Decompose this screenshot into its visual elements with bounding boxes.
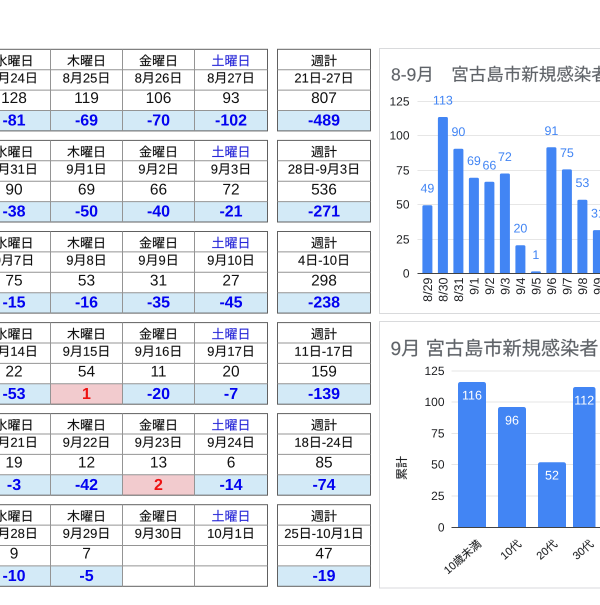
svg-text:-53: -53 — [2, 386, 25, 403]
svg-text:-40: -40 — [147, 204, 170, 221]
svg-text:8/29: 8/29 — [421, 277, 435, 301]
svg-text:9/1: 9/1 — [467, 277, 481, 294]
svg-text:100: 100 — [424, 395, 444, 409]
svg-text:47: 47 — [315, 546, 332, 563]
svg-text:-238: -238 — [308, 295, 340, 312]
svg-text:125: 125 — [389, 95, 409, 109]
svg-text:31: 31 — [150, 272, 167, 289]
svg-text:9/8: 9/8 — [576, 277, 590, 294]
svg-text:-10: -10 — [2, 568, 25, 585]
svg-text:9/4: 9/4 — [514, 277, 528, 294]
svg-text:-5: -5 — [79, 568, 93, 585]
svg-text:50: 50 — [431, 458, 445, 472]
svg-text:-15: -15 — [2, 295, 25, 312]
svg-text:-38: -38 — [2, 204, 25, 221]
svg-text:9/3: 9/3 — [498, 277, 512, 294]
svg-text:96: 96 — [505, 413, 519, 427]
svg-text:-271: -271 — [308, 204, 340, 221]
svg-text:7: 7 — [82, 546, 91, 563]
svg-text:91: 91 — [544, 124, 558, 138]
svg-text:9: 9 — [10, 546, 19, 563]
svg-text:75: 75 — [396, 164, 410, 178]
svg-text:-102: -102 — [215, 113, 247, 130]
svg-text:-7: -7 — [224, 386, 238, 403]
svg-text:50: 50 — [396, 198, 410, 212]
svg-text:19: 19 — [5, 455, 22, 472]
svg-text:53: 53 — [575, 176, 589, 190]
svg-text:20: 20 — [222, 364, 240, 381]
svg-text:22: 22 — [5, 364, 22, 381]
svg-text:9/7: 9/7 — [560, 277, 574, 294]
svg-text:-42: -42 — [75, 477, 98, 494]
svg-text:9/5: 9/5 — [529, 277, 543, 294]
svg-text:-74: -74 — [312, 477, 335, 494]
svg-text:113: 113 — [433, 94, 453, 108]
svg-text:-139: -139 — [308, 386, 340, 403]
svg-text:52: 52 — [545, 469, 559, 483]
svg-text:0: 0 — [438, 521, 445, 535]
svg-text:75: 75 — [5, 272, 22, 289]
svg-text:-489: -489 — [308, 113, 340, 130]
svg-text:0: 0 — [403, 267, 410, 281]
svg-text:536: 536 — [311, 181, 337, 198]
svg-text:85: 85 — [315, 455, 332, 472]
svg-text:90: 90 — [5, 181, 23, 198]
svg-text:9/2: 9/2 — [483, 277, 497, 294]
svg-text:25: 25 — [431, 489, 445, 503]
svg-text:-81: -81 — [2, 113, 25, 130]
svg-text:75: 75 — [431, 427, 445, 441]
svg-text:-14: -14 — [219, 477, 242, 494]
svg-text:49: 49 — [420, 182, 434, 196]
svg-text:12: 12 — [78, 455, 95, 472]
svg-text:-21: -21 — [219, 204, 242, 221]
svg-text:119: 119 — [74, 90, 99, 107]
svg-text:66: 66 — [150, 181, 167, 198]
svg-text:53: 53 — [78, 272, 95, 289]
svg-text:-50: -50 — [75, 204, 98, 221]
svg-text:93: 93 — [222, 90, 239, 107]
svg-text:807: 807 — [311, 90, 337, 107]
svg-text:6: 6 — [227, 455, 236, 472]
svg-text:69: 69 — [78, 181, 95, 198]
svg-text:9/9: 9/9 — [591, 277, 600, 294]
svg-text:112: 112 — [574, 393, 594, 407]
svg-text:66: 66 — [482, 158, 496, 172]
svg-text:128: 128 — [1, 90, 27, 107]
svg-text:-3: -3 — [7, 477, 21, 494]
svg-text:27: 27 — [222, 272, 239, 289]
svg-text:-69: -69 — [75, 113, 98, 130]
svg-text:125: 125 — [424, 364, 444, 378]
svg-text:-20: -20 — [147, 386, 170, 403]
svg-text:13: 13 — [150, 455, 167, 472]
svg-text:72: 72 — [222, 181, 239, 198]
svg-text:159: 159 — [311, 364, 337, 381]
svg-text:31: 31 — [591, 207, 600, 221]
svg-text:20: 20 — [513, 222, 527, 236]
svg-text:25: 25 — [396, 233, 410, 247]
svg-text:106: 106 — [146, 90, 172, 107]
svg-text:90: 90 — [451, 125, 465, 139]
svg-text:9/6: 9/6 — [545, 277, 559, 294]
svg-text:100: 100 — [389, 129, 409, 143]
svg-text:54: 54 — [78, 364, 96, 381]
svg-text:-45: -45 — [219, 295, 242, 312]
svg-text:2: 2 — [154, 477, 163, 494]
svg-text:75: 75 — [560, 146, 574, 160]
svg-text:8/31: 8/31 — [452, 277, 466, 301]
svg-text:-35: -35 — [147, 295, 170, 312]
svg-text:116: 116 — [462, 388, 482, 402]
svg-text:1: 1 — [82, 386, 91, 403]
svg-text:298: 298 — [311, 272, 337, 289]
svg-text:8/30: 8/30 — [436, 277, 450, 301]
svg-text:-16: -16 — [75, 295, 98, 312]
svg-text:72: 72 — [498, 150, 512, 164]
svg-text:-19: -19 — [312, 568, 335, 585]
svg-text:1: 1 — [532, 248, 539, 262]
svg-text:69: 69 — [467, 154, 481, 168]
svg-text:-70: -70 — [147, 113, 170, 130]
svg-text:11: 11 — [150, 364, 166, 381]
